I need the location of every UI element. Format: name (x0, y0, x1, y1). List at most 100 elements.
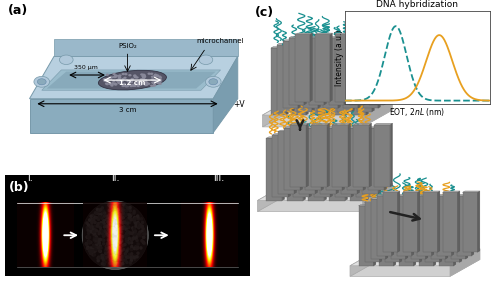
Circle shape (108, 261, 112, 265)
Circle shape (115, 224, 118, 228)
Circle shape (88, 235, 91, 239)
Circle shape (133, 257, 136, 261)
Circle shape (107, 222, 110, 226)
Polygon shape (272, 133, 290, 135)
Polygon shape (306, 127, 324, 128)
Circle shape (122, 221, 125, 225)
Circle shape (144, 84, 148, 86)
Circle shape (137, 217, 140, 221)
Circle shape (92, 232, 96, 235)
Circle shape (124, 237, 128, 241)
Polygon shape (289, 36, 306, 38)
Polygon shape (310, 33, 312, 102)
Polygon shape (404, 202, 419, 262)
Polygon shape (418, 206, 434, 266)
Circle shape (136, 239, 139, 242)
Circle shape (112, 76, 116, 78)
Polygon shape (362, 98, 392, 127)
Circle shape (105, 224, 108, 228)
Polygon shape (354, 123, 372, 125)
Circle shape (118, 233, 122, 237)
Polygon shape (378, 40, 380, 108)
Circle shape (143, 230, 146, 233)
Circle shape (152, 78, 155, 81)
Circle shape (158, 77, 162, 79)
Polygon shape (295, 33, 312, 34)
Polygon shape (331, 47, 348, 48)
Circle shape (103, 260, 106, 264)
Circle shape (94, 239, 98, 242)
Circle shape (92, 244, 96, 248)
Circle shape (114, 263, 117, 266)
Circle shape (102, 258, 105, 262)
Circle shape (118, 252, 122, 255)
Polygon shape (308, 138, 324, 201)
Text: (b): (b) (8, 181, 29, 194)
Circle shape (38, 79, 46, 85)
Polygon shape (330, 138, 345, 201)
Circle shape (94, 211, 97, 215)
Polygon shape (378, 206, 394, 266)
Circle shape (143, 76, 146, 78)
Circle shape (91, 253, 94, 256)
Circle shape (122, 208, 125, 212)
Circle shape (114, 206, 117, 209)
Circle shape (112, 248, 116, 251)
Circle shape (158, 80, 161, 82)
Circle shape (96, 241, 99, 245)
Circle shape (120, 80, 124, 82)
Circle shape (114, 240, 117, 244)
Polygon shape (358, 206, 374, 266)
Circle shape (98, 215, 102, 219)
Polygon shape (344, 36, 346, 105)
Circle shape (102, 221, 105, 224)
Circle shape (144, 79, 148, 81)
Polygon shape (354, 125, 369, 187)
Polygon shape (366, 137, 368, 201)
Circle shape (109, 78, 112, 81)
Polygon shape (355, 33, 372, 34)
Circle shape (93, 237, 96, 240)
Circle shape (108, 254, 111, 258)
Circle shape (154, 74, 157, 76)
Circle shape (105, 224, 108, 228)
Polygon shape (402, 191, 420, 192)
Polygon shape (458, 191, 460, 252)
Circle shape (114, 211, 117, 215)
Circle shape (95, 237, 98, 240)
Circle shape (136, 242, 140, 246)
Circle shape (89, 225, 92, 229)
Circle shape (116, 262, 119, 265)
Circle shape (150, 78, 154, 81)
Text: ii.: ii. (111, 173, 120, 183)
Circle shape (109, 205, 112, 208)
Circle shape (100, 232, 104, 235)
Polygon shape (363, 41, 378, 108)
Circle shape (153, 75, 156, 77)
Polygon shape (348, 128, 363, 190)
Circle shape (115, 239, 118, 243)
Polygon shape (329, 38, 344, 105)
Polygon shape (332, 43, 334, 112)
Circle shape (134, 230, 137, 233)
Circle shape (109, 248, 112, 252)
Circle shape (107, 203, 110, 207)
Polygon shape (336, 135, 351, 197)
Circle shape (132, 247, 136, 250)
Circle shape (128, 213, 132, 217)
Circle shape (154, 74, 158, 77)
Circle shape (94, 246, 97, 249)
Circle shape (98, 208, 102, 212)
Circle shape (98, 244, 102, 248)
Polygon shape (398, 206, 413, 266)
Polygon shape (384, 127, 386, 190)
Circle shape (128, 207, 131, 210)
Circle shape (113, 237, 116, 241)
Circle shape (102, 225, 106, 229)
Polygon shape (330, 33, 332, 102)
Circle shape (119, 249, 122, 253)
Polygon shape (335, 33, 352, 34)
Circle shape (98, 256, 102, 260)
Polygon shape (312, 123, 330, 125)
Circle shape (142, 235, 146, 239)
